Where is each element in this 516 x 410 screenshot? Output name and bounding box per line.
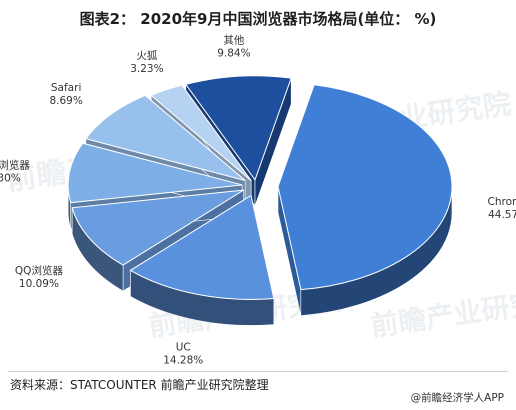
slice-label-name-6: 其他 [223, 34, 244, 47]
pie-slice-0 [277, 84, 453, 316]
pie-slice-1-top [129, 194, 275, 300]
slice-label-value-0: 44.57% [488, 209, 516, 221]
slice-label-name-0: Chrome [488, 196, 516, 208]
slice-label-name-1: UC [176, 342, 191, 354]
pie-slice-2-top [71, 189, 244, 266]
chart-title: 图表2： 2020年9月中国浏览器市场格局(单位： %) [79, 10, 437, 28]
slice-label-value-3: 9.30% [0, 172, 21, 184]
pie-chart: 前瞻产业研究院前瞻产业研究院前瞻产业研究院前瞻产业研究院 Chrome44.57… [0, 34, 516, 367]
brand-credit: @前瞻经济学人APP [410, 392, 504, 404]
slice-label-name-5: 火狐 [136, 49, 157, 62]
pie-slice-3-top [67, 142, 243, 204]
slice-label-value-4: 8.69% [49, 95, 82, 107]
slice-label-name-2: QQ浏览器 [15, 264, 64, 277]
slice-label-value-6: 9.84% [217, 48, 250, 60]
pie-slice-6-top [184, 75, 292, 181]
pie-slice-5-top [150, 84, 252, 181]
pie-slice-4-top [84, 94, 246, 181]
slice-label-value-2: 10.09% [19, 278, 59, 290]
slice-label-name-4: Safari [51, 82, 81, 94]
footer: 资料来源：STATCOUNTER 前瞻产业研究院整理 @前瞻经济学人APP [8, 371, 508, 404]
pie-slice-1 [129, 194, 275, 326]
slice-label-value-1: 14.28% [163, 355, 203, 367]
slice-label-value-5: 3.23% [130, 63, 163, 75]
pie-slice-0-top [277, 84, 453, 291]
slice-label-name-3: 360浏览器 [0, 158, 30, 171]
source-note: 资料来源：STATCOUNTER 前瞻产业研究院整理 [10, 378, 269, 392]
